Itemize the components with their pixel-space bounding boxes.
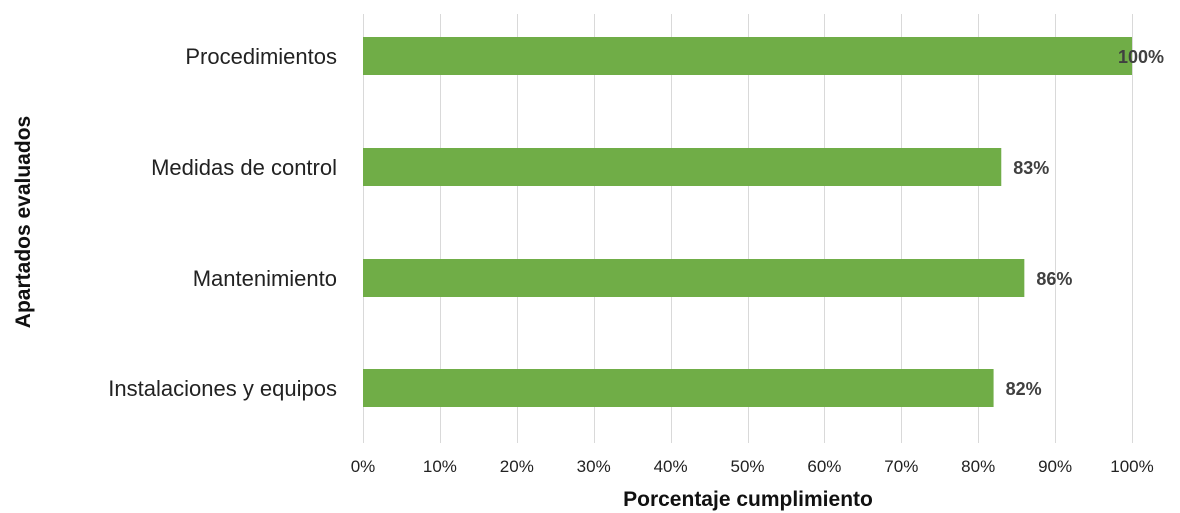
x-tick-label: 80%	[961, 457, 995, 476]
x-tick-label: 100%	[1110, 457, 1153, 476]
data-label: 83%	[1013, 158, 1049, 178]
bar-mantenimiento	[363, 259, 1025, 297]
data-label: 82%	[1006, 379, 1042, 399]
data-label: 100%	[1118, 47, 1164, 67]
category-label: Procedimientos	[185, 44, 337, 69]
x-tick-label: 10%	[423, 457, 457, 476]
bar-instalaciones-y-equipos	[363, 369, 994, 407]
y-axis-title: Apartados evaluados	[12, 116, 35, 328]
x-tick-label: 90%	[1038, 457, 1072, 476]
x-tick-label: 20%	[500, 457, 534, 476]
x-axis-title: Porcentaje cumplimiento	[623, 488, 873, 511]
bar-procedimientos	[363, 37, 1132, 75]
x-tick-label: 50%	[730, 457, 764, 476]
category-label: Instalaciones y equipos	[108, 376, 337, 401]
category-labels: Procedimientos Medidas de control Mantenim…	[108, 44, 337, 401]
gridlines	[363, 14, 1133, 443]
category-label: Mantenimiento	[193, 266, 337, 291]
x-tick-label: 30%	[577, 457, 611, 476]
category-label: Medidas de control	[151, 155, 337, 180]
x-tick-label: 70%	[884, 457, 918, 476]
bar-medidas-de-control	[363, 148, 1002, 186]
data-labels: 100% 83% 86% 82%	[1006, 47, 1164, 399]
data-label: 86%	[1036, 269, 1072, 289]
x-tick-label: 0%	[351, 457, 376, 476]
x-tick-labels: 0% 10% 20% 30% 40% 50% 60% 70% 80% 90% 100%	[351, 457, 1154, 476]
x-tick-label: 40%	[654, 457, 688, 476]
x-tick-label: 60%	[807, 457, 841, 476]
bars	[363, 37, 1132, 407]
